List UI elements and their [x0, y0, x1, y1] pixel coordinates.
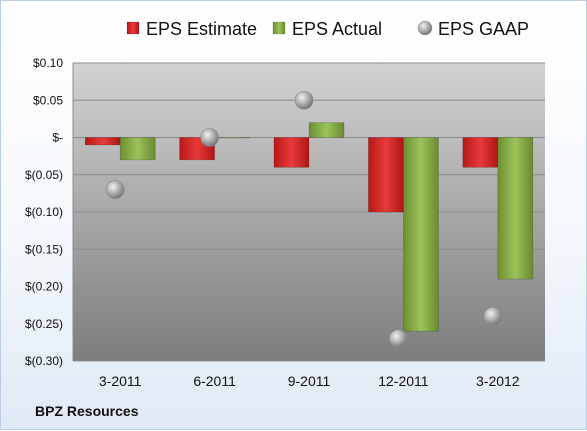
eps-gaap-point	[389, 329, 408, 348]
y-tick-label: $(0.05)	[25, 168, 63, 182]
legend-label: EPS GAAP	[438, 19, 529, 39]
actual-legend-icon	[272, 21, 286, 35]
eps-gaap-point	[200, 128, 219, 147]
x-tick-label: 9-2011	[288, 373, 331, 389]
eps-gaap-point	[294, 90, 314, 110]
gaap-legend-icon	[417, 20, 433, 36]
y-tick-label: $(0.25)	[25, 317, 63, 331]
eps-actual-bar	[497, 137, 534, 280]
gaap-points	[105, 90, 503, 348]
bars	[84, 122, 534, 332]
eps-estimate-bar	[462, 137, 499, 168]
eps-gaap-point	[105, 180, 125, 199]
eps-estimate-bar	[84, 137, 121, 146]
eps-gaap-point	[483, 306, 503, 326]
y-tick-label: $(0.20)	[25, 280, 63, 294]
x-tick-label: 12-2011	[378, 373, 429, 389]
y-tick-label: $(0.15)	[25, 242, 63, 256]
eps-actual-bar	[119, 137, 156, 161]
eps-estimate-bar	[368, 137, 404, 213]
y-tick-label: $(0.30)	[25, 354, 63, 368]
estimate-legend-icon	[126, 21, 140, 35]
legend: EPS Estimate EPS Actual EPS GAAP	[126, 19, 529, 39]
x-tick-label: 3-2012	[476, 373, 520, 389]
eps-actual-bar	[214, 137, 250, 139]
y-tick-label: $-	[52, 131, 63, 145]
x-tick-label: 6-2011	[193, 373, 236, 389]
eps-actual-bar	[308, 122, 345, 138]
x-tick-label: 3-2011	[99, 373, 142, 389]
legend-label: EPS Estimate	[146, 19, 257, 39]
x-axis: 3-2011 6-2011 9-2011 12-2011 3-2012	[99, 373, 520, 389]
y-tick-label: $0.05	[33, 93, 63, 107]
y-tick-label: $0.10	[33, 56, 63, 70]
y-axis: $0.10 $0.05 $- $(0.05) $(0.10) $(0.15) $(0.20)…	[25, 56, 63, 368]
eps-actual-bar	[403, 137, 439, 332]
eps-estimate-bar	[273, 137, 310, 168]
company-label: BPZ Resources	[35, 403, 139, 419]
legend-label: EPS Actual	[292, 19, 382, 39]
y-tick-label: $(0.10)	[25, 205, 63, 219]
